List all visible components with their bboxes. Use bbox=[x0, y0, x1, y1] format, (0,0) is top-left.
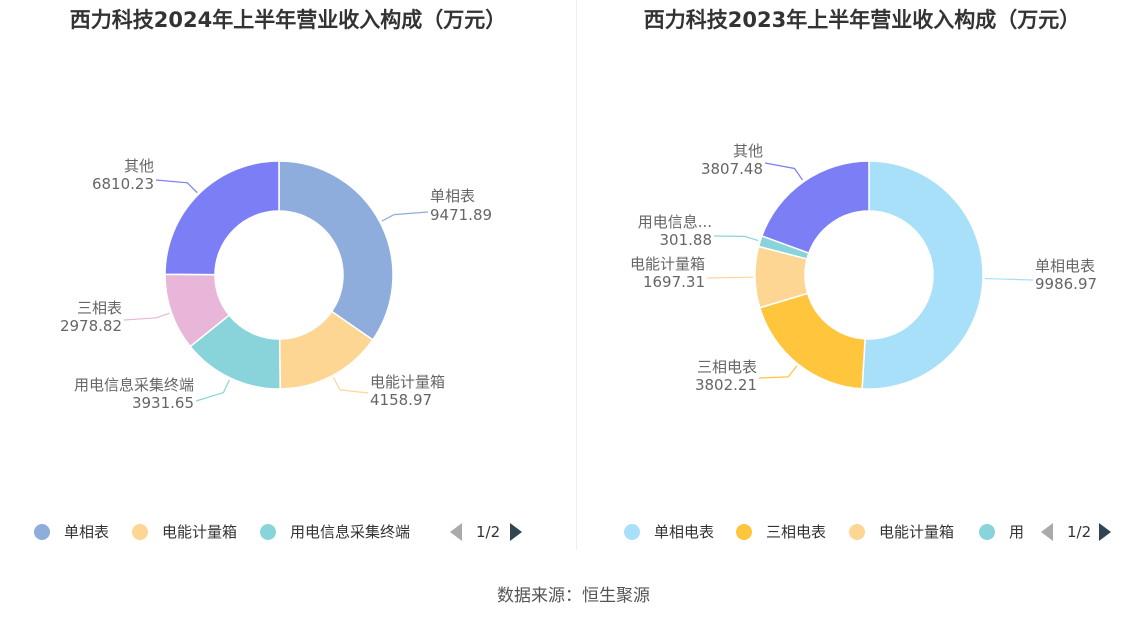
legend-prev-page-icon[interactable] bbox=[450, 523, 462, 541]
data-source-note: 数据来源：恒生聚源 bbox=[497, 586, 650, 606]
legend-page-indicator: 1/2 bbox=[1067, 523, 1091, 541]
legend-marker bbox=[34, 524, 50, 540]
legend-marker bbox=[132, 524, 148, 540]
legend-item[interactable]: 三相电表 bbox=[736, 523, 826, 541]
donut-slice[interactable] bbox=[760, 160, 870, 255]
legend-marker bbox=[260, 524, 276, 540]
slice-category-label: 其他 bbox=[124, 157, 154, 175]
slice-value-label: 3807.48 bbox=[701, 160, 763, 178]
donut-slice[interactable] bbox=[278, 160, 394, 341]
slice-value-label: 301.88 bbox=[660, 231, 713, 249]
slice-value-label: 9986.97 bbox=[1035, 275, 1097, 293]
legend-label: 单相电表 bbox=[654, 523, 714, 541]
legend-marker bbox=[849, 524, 865, 540]
label-leader-line bbox=[332, 377, 369, 394]
label-leader-line bbox=[706, 276, 754, 279]
legend-label: 用电信息采集终端 bbox=[290, 523, 410, 541]
label-leader-line bbox=[155, 179, 198, 194]
legend-marker bbox=[979, 524, 995, 540]
chart-title-2023: 西力科技2023年上半年营业收入构成（万元） bbox=[643, 8, 1081, 32]
legend-item[interactable]: 用 bbox=[979, 523, 1024, 541]
slice-category-label: 单相电表 bbox=[1035, 257, 1095, 275]
donut-slice[interactable] bbox=[861, 160, 984, 390]
legend-label: 单相表 bbox=[64, 523, 109, 541]
label-leader-line bbox=[764, 162, 803, 181]
slice-value-label: 1697.31 bbox=[643, 273, 705, 291]
donut-slice[interactable] bbox=[758, 292, 866, 390]
label-leader-line bbox=[984, 277, 1034, 281]
legend-marker bbox=[624, 524, 640, 540]
legend-page-indicator: 1/2 bbox=[476, 523, 500, 541]
slice-category-label: 三相电表 bbox=[697, 358, 757, 376]
donut-slice[interactable] bbox=[164, 160, 280, 276]
chart-title-2024: 西力科技2024年上半年营业收入构成（万元） bbox=[69, 8, 507, 32]
label-leader-line bbox=[123, 312, 170, 321]
legend-label: 用 bbox=[1009, 523, 1024, 541]
slice-value-label: 2978.82 bbox=[60, 317, 122, 335]
legend-item[interactable]: 单相电表 bbox=[624, 523, 714, 541]
label-leader-line bbox=[758, 365, 798, 379]
slice-value-label: 6810.23 bbox=[92, 175, 154, 193]
legend-item[interactable]: 电能计量箱 bbox=[132, 523, 237, 541]
label-leader-line bbox=[381, 211, 429, 222]
legend-item[interactable]: 用电信息采集终端 bbox=[260, 523, 410, 541]
label-leader-line bbox=[713, 235, 759, 242]
legend-item[interactable]: 电能计量箱 bbox=[849, 523, 954, 541]
slice-category-label: 电能计量箱 bbox=[630, 255, 705, 273]
legend-marker bbox=[736, 524, 752, 540]
legend-prev-page-icon[interactable] bbox=[1041, 523, 1053, 541]
chart-panel-2024: 西力科技2024年上半年营业收入构成（万元） 单相表 9471.89 电能计量箱 41… bbox=[0, 0, 576, 560]
legend-item[interactable]: 单相表 bbox=[34, 523, 109, 541]
legend-next-page-icon[interactable] bbox=[510, 523, 522, 541]
slice-category-label: 三相表 bbox=[77, 299, 122, 317]
slice-category-label: 用电信息采集终端 bbox=[74, 376, 194, 394]
legend-next-page-icon[interactable] bbox=[1099, 523, 1111, 541]
chart-panel-2023: 西力科技2023年上半年营业收入构成（万元） 单相电表 9986.97 三相电表 38… bbox=[577, 0, 1147, 560]
slice-value-label: 3931.65 bbox=[132, 394, 194, 412]
slice-value-label: 4158.97 bbox=[370, 391, 432, 409]
panel-divider bbox=[576, 0, 577, 550]
slice-value-label: 3802.21 bbox=[695, 376, 757, 394]
label-leader-line bbox=[195, 379, 231, 402]
legend-label: 三相电表 bbox=[766, 523, 826, 541]
donut-chart-2024: 单相表9471.89电能计量箱4158.97用电信息采集终端3931.65三相表… bbox=[34, 157, 522, 541]
donut-chart-2023: 单相电表9986.97三相电表3802.21电能计量箱1697.31用电信息..… bbox=[624, 142, 1111, 541]
slice-category-label: 用电信息... bbox=[638, 213, 712, 231]
legend-label: 电能计量箱 bbox=[879, 523, 954, 541]
legend-label: 电能计量箱 bbox=[162, 523, 237, 541]
slice-category-label: 其他 bbox=[733, 142, 763, 160]
slice-value-label: 9471.89 bbox=[430, 206, 492, 224]
slice-category-label: 单相表 bbox=[430, 187, 475, 205]
slice-category-label: 电能计量箱 bbox=[370, 373, 445, 391]
